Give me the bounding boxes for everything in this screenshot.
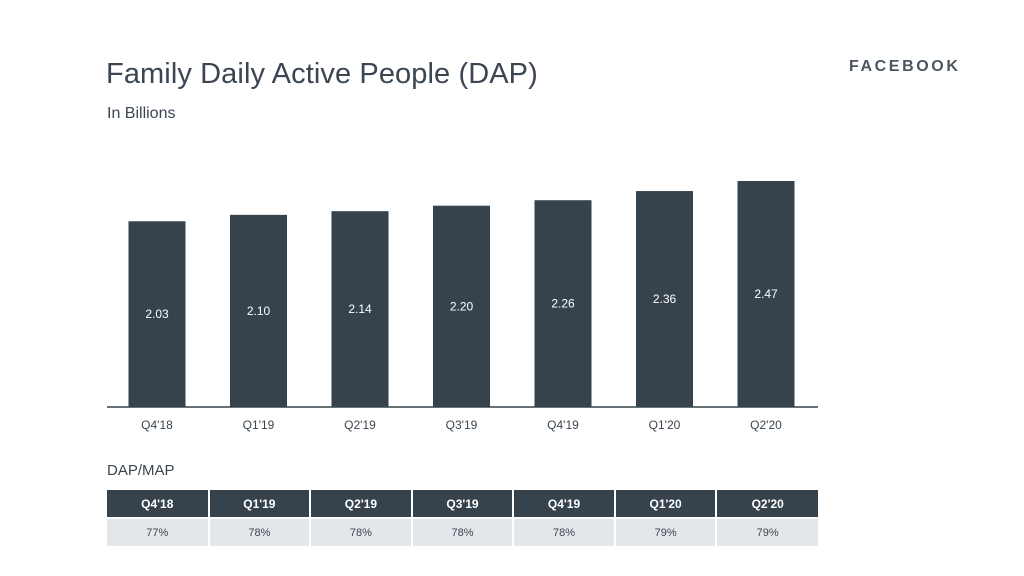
table-cell: 78% — [208, 517, 312, 546]
table-cell: 78% — [310, 517, 413, 546]
table-header-cell: Q1'20 — [614, 490, 718, 518]
bar — [636, 191, 693, 407]
table-cell: 79% — [614, 517, 718, 546]
bar-value-label: 2.14 — [348, 302, 372, 316]
table-row: 77% 78% 78% 78% 78% 79% 79% — [107, 517, 818, 546]
bar-value-label: 2.10 — [247, 304, 271, 318]
chart-title: Family Daily Active People (DAP) — [106, 58, 538, 90]
chart-subtitle: In Billions — [107, 105, 176, 122]
x-tick-label: Q1'19 — [243, 418, 275, 432]
bar — [230, 214, 287, 407]
bar-value-label: 2.36 — [653, 292, 677, 306]
x-tick-label: Q2'19 — [344, 418, 376, 432]
x-tick-label: Q1'20 — [649, 418, 681, 432]
bar — [128, 221, 186, 407]
table-cell: 78% — [513, 517, 616, 546]
bar-chart: 2.03 Q4'18 2.10 Q1'19 2.14 Q2'19 2.20 Q3'19 2.26… — [107, 181, 818, 432]
x-tick-label: Q2'20 — [750, 418, 782, 432]
x-tick-label: Q4'18 — [141, 418, 173, 432]
table-header-cell: Q4'19 — [513, 490, 616, 518]
table-cell: 78% — [411, 517, 515, 546]
table-header-row: Q4'18 Q1'19 Q2'19 Q3'19 Q4'19 Q1'20 Q2'2… — [107, 490, 818, 518]
table-cell: 79% — [716, 517, 818, 546]
bar — [534, 200, 592, 407]
dap-map-table: Q4'18 Q1'19 Q2'19 Q3'19 Q4'19 Q1'20 Q2'2… — [107, 490, 818, 546]
table-header-cell: Q2'19 — [310, 490, 413, 518]
table-header-cell: Q1'19 — [208, 490, 312, 518]
facebook-logo: FACEBOOK — [849, 58, 961, 75]
x-tick-label: Q4'19 — [547, 418, 579, 432]
table-header-cell: Q4'18 — [107, 490, 210, 518]
table-header-cell: Q2'20 — [716, 490, 818, 518]
bar-value-label: 2.47 — [754, 287, 778, 301]
x-tick-label: Q3'19 — [446, 418, 478, 432]
bar — [433, 205, 490, 407]
bar — [331, 211, 389, 407]
dap-map-label: DAP/MAP — [107, 462, 175, 479]
table-header-cell: Q3'19 — [411, 490, 515, 518]
table-cell: 77% — [107, 517, 210, 546]
bar — [737, 181, 795, 407]
bar-value-label: 2.26 — [551, 297, 575, 311]
bar-value-label: 2.03 — [145, 307, 169, 321]
bar-value-label: 2.20 — [450, 299, 474, 313]
